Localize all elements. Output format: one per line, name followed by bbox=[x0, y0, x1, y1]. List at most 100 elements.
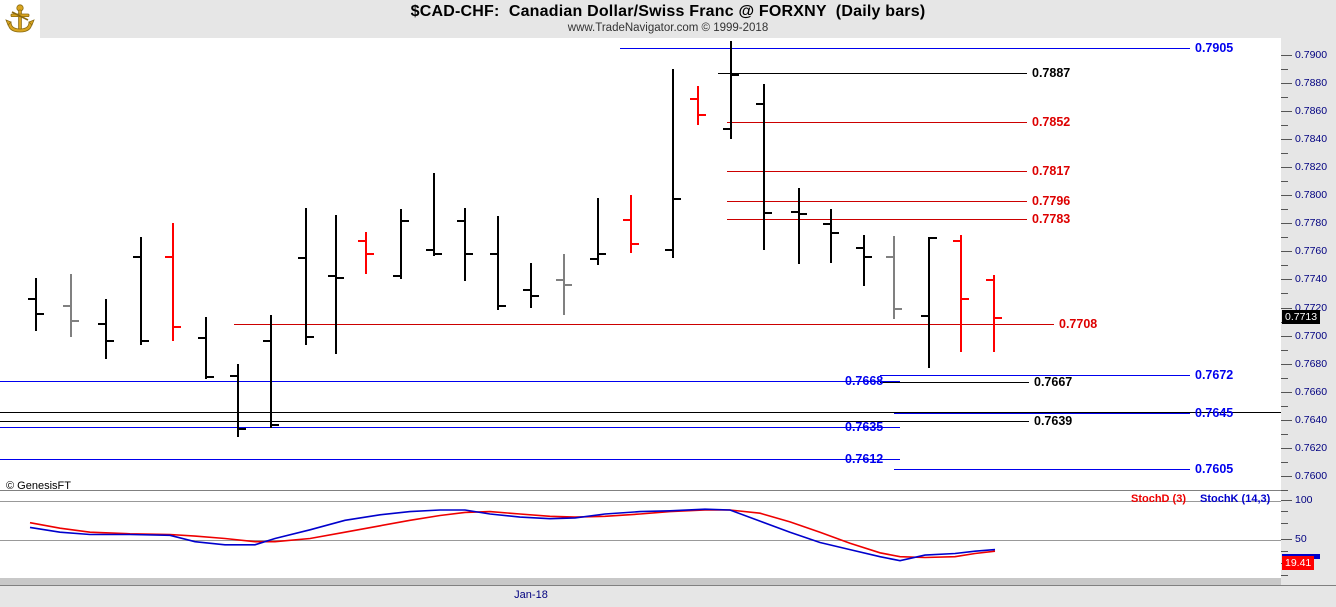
price-axis-tick bbox=[1281, 54, 1292, 56]
price-chart-pane[interactable] bbox=[0, 38, 1282, 490]
ohlc-close-tick bbox=[174, 325, 181, 328]
level-line bbox=[0, 459, 900, 461]
ohlc-bar bbox=[630, 195, 632, 253]
ohlc-close-tick bbox=[699, 113, 706, 116]
ohlc-close-tick bbox=[72, 320, 79, 323]
price-axis-tick bbox=[1281, 363, 1292, 365]
price-axis-minor-tick bbox=[1281, 153, 1288, 155]
price-axis-minor-tick bbox=[1281, 265, 1288, 267]
level-label: 0.7672 bbox=[1195, 367, 1234, 382]
ohlc-open-tick bbox=[133, 255, 140, 258]
level-line bbox=[727, 219, 1027, 221]
ohlc-bar bbox=[960, 234, 962, 353]
ohlc-bar bbox=[237, 363, 239, 437]
price-axis-minor-tick bbox=[1281, 209, 1288, 211]
level-label: 0.7668 bbox=[845, 373, 884, 388]
ohlc-open-tick bbox=[523, 289, 530, 292]
ohlc-open-tick bbox=[856, 247, 863, 250]
ohlc-open-tick bbox=[723, 127, 730, 130]
ohlc-bar bbox=[830, 209, 832, 263]
level-label: 0.7887 bbox=[1032, 66, 1071, 81]
ohlc-open-tick bbox=[426, 248, 433, 251]
price-axis-tick bbox=[1281, 82, 1292, 84]
price-axis-label: 0.7880 bbox=[1295, 76, 1328, 89]
price-axis-tick bbox=[1281, 335, 1292, 337]
level-line bbox=[727, 200, 1027, 202]
ohlc-open-tick bbox=[63, 304, 70, 307]
ohlc-bar bbox=[563, 254, 565, 315]
ohlc-bar bbox=[400, 209, 402, 280]
price-axis-label: 0.7700 bbox=[1295, 329, 1328, 342]
ohlc-open-tick bbox=[328, 275, 335, 278]
price-axis-tick bbox=[1281, 195, 1292, 197]
ohlc-close-tick bbox=[674, 198, 681, 201]
ohlc-close-tick bbox=[435, 252, 442, 255]
ohlc-open-tick bbox=[791, 210, 798, 213]
ohlc-open-tick bbox=[665, 248, 672, 251]
level-label: 0.7645 bbox=[1195, 405, 1234, 420]
price-axis-tick bbox=[1281, 279, 1292, 281]
ohlc-close-tick bbox=[565, 283, 572, 286]
ohlc-close-tick bbox=[599, 252, 606, 255]
ohlc-bar bbox=[497, 216, 499, 311]
level-line bbox=[0, 380, 900, 382]
ohlc-bar bbox=[205, 317, 207, 380]
price-axis-minor-tick bbox=[1281, 96, 1288, 98]
stochastic-indicator-pane[interactable]: StochD (3) StochK (14,3) bbox=[0, 490, 1282, 586]
ohlc-close-tick bbox=[272, 424, 279, 427]
ohlc-close-tick bbox=[765, 212, 772, 215]
ohlc-bar bbox=[172, 223, 174, 342]
price-axis-label: 0.7680 bbox=[1295, 357, 1328, 370]
level-label: 0.7667 bbox=[1034, 374, 1073, 389]
ohlc-bar bbox=[863, 234, 865, 287]
stoch-d-line bbox=[29, 509, 996, 559]
genesis-watermark: © GenesisFT bbox=[6, 480, 71, 492]
pane-footer-strip bbox=[0, 578, 1281, 585]
level-line bbox=[894, 468, 1190, 470]
stoch-k-legend: StochK (14,3) bbox=[1200, 493, 1271, 505]
ohlc-open-tick bbox=[921, 314, 928, 317]
ohlc-bar bbox=[993, 275, 995, 353]
price-axis-tick bbox=[1281, 419, 1292, 421]
price-axis-label: 0.7620 bbox=[1295, 441, 1328, 454]
ohlc-bar bbox=[697, 85, 699, 126]
ohlc-close-tick bbox=[337, 276, 344, 279]
indicator-axis-label: 100 bbox=[1295, 493, 1313, 506]
price-axis-tick bbox=[1281, 307, 1292, 309]
ohlc-bar bbox=[270, 314, 272, 429]
level-label: 0.7635 bbox=[845, 419, 884, 434]
price-axis-minor-tick bbox=[1281, 181, 1288, 183]
ohlc-close-tick bbox=[466, 252, 473, 255]
ohlc-open-tick bbox=[556, 279, 563, 282]
ohlc-open-tick bbox=[165, 255, 172, 258]
price-axis-tick bbox=[1281, 167, 1292, 169]
level-line bbox=[234, 324, 1054, 326]
current-price-marker: 0.7713 bbox=[1282, 310, 1321, 325]
ohlc-bar bbox=[433, 172, 435, 256]
price-axis-label: 0.7760 bbox=[1295, 245, 1328, 258]
chart-title: $CAD-CHF: Canadian Dollar/Swiss Franc @ … bbox=[410, 3, 926, 20]
indicator-axis-minor-tick bbox=[1281, 523, 1288, 525]
price-axis-label: 0.7780 bbox=[1295, 217, 1328, 230]
price-axis-label: 0.7840 bbox=[1295, 133, 1328, 146]
ohlc-close-tick bbox=[107, 339, 114, 342]
level-label: 0.7783 bbox=[1032, 212, 1071, 227]
level-line bbox=[880, 374, 1190, 376]
logo-box bbox=[0, 0, 40, 38]
ohlc-close-tick bbox=[962, 297, 969, 300]
ohlc-open-tick bbox=[756, 102, 763, 105]
ohlc-open-tick bbox=[28, 297, 35, 300]
price-axis-minor-tick bbox=[1281, 68, 1288, 70]
indicator-current-value-marker: 19.41 bbox=[1282, 556, 1315, 571]
ohlc-open-tick bbox=[198, 336, 205, 339]
ohlc-bar bbox=[365, 231, 367, 274]
level-line bbox=[894, 412, 1190, 414]
ohlc-close-tick bbox=[632, 242, 639, 245]
price-axis-tick bbox=[1281, 110, 1292, 112]
ohlc-bar bbox=[893, 235, 895, 319]
price-axis-tick bbox=[1281, 475, 1292, 477]
price-axis-minor-tick bbox=[1281, 405, 1288, 407]
ohlc-bar bbox=[672, 68, 674, 259]
price-axis[interactable]: 0.7900 0.7880 0.7860 0.7840 0.7820 0.7800 0.77… bbox=[1281, 0, 1336, 585]
price-axis-label: 0.7860 bbox=[1295, 104, 1328, 117]
